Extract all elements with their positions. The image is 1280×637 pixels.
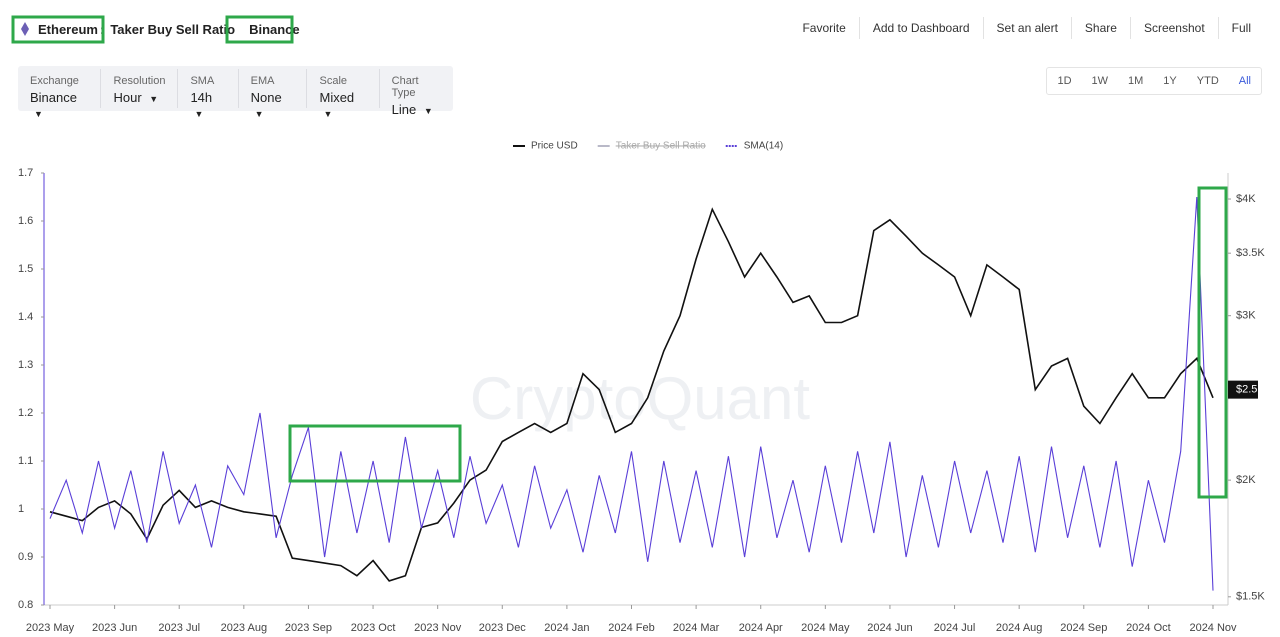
legend-label: SMA(14) (744, 141, 783, 152)
x-tick-label: 2023 Jul (158, 622, 200, 634)
filter[interactable]: Chart Type Line ▼ (380, 69, 453, 117)
action-button[interactable]: Screenshot (1129, 17, 1218, 39)
filter-label: EMA (250, 75, 275, 87)
y-tick-label: 1.4 (18, 311, 33, 323)
filter-label: Resolution (113, 75, 166, 87)
y2-tick-label: $2K (1236, 474, 1256, 486)
filter-label: Chart Type (391, 75, 419, 99)
watermark: CryptoQuant (470, 365, 810, 432)
coin[interactable]: Ethereum (38, 21, 98, 37)
y-tick-label: 1.1 (18, 455, 33, 467)
x-tick-label: 2023 Sep (285, 622, 332, 634)
x-tick-label: 2024 Jan (544, 622, 589, 634)
action-button[interactable]: Full (1217, 17, 1264, 39)
x-tick-label: 2023 Jun (92, 622, 137, 634)
filter-value: Mixed (319, 90, 355, 105)
y-tick-label: 1 (18, 503, 24, 515)
caret: ▼ (423, 106, 433, 116)
range-button[interactable]: 1W (1091, 75, 1109, 87)
y-tick-label: 1.5 (18, 263, 33, 275)
caret: ▼ (323, 109, 333, 119)
caret: ▼ (34, 109, 43, 119)
x-tick-label: 2024 Jul (934, 622, 976, 634)
y2-tick-label: $4K (1236, 193, 1256, 205)
y-tick-label: 1.2 (18, 407, 33, 419)
filter[interactable]: EMA None ▼ (239, 69, 308, 119)
x-tick-label: 2024 Jun (867, 622, 912, 634)
filter-value: Hour (113, 90, 142, 105)
filter[interactable]: Resolution Hour ▼ (101, 69, 179, 108)
x-tick-label: 2023 Nov (414, 622, 462, 634)
y2-tick-label: $3.5K (1236, 247, 1265, 259)
filter-value: 14h (190, 90, 213, 105)
x-tick-label: 2023 May (26, 622, 75, 634)
filter[interactable]: SMA 14h ▼ (178, 69, 239, 119)
y2-tick-label: $2.5K (1236, 384, 1265, 396)
y-tick-label: 0.8 (18, 599, 33, 611)
filter-value: Binance (30, 90, 77, 105)
y-tick-label: 1.6 (18, 215, 33, 227)
metric-title: Taker Buy Sell Ratio (110, 21, 236, 37)
x-tick-label: 2024 Aug (996, 622, 1043, 634)
filter-label: SMA (190, 75, 215, 87)
series-line (49, 207, 1214, 582)
filter[interactable]: Scale Mixed ▼ (307, 69, 380, 119)
legend-label: Price USD (531, 141, 578, 152)
x-tick-label: 2024 Apr (739, 622, 783, 634)
x-tick-label: 2024 Oct (1126, 622, 1171, 634)
filter-label: Scale (319, 75, 348, 87)
action-button[interactable]: Set an alert (982, 17, 1071, 39)
x-tick-label: 2024 May (801, 622, 850, 634)
filter-value: Line (391, 102, 417, 117)
caret: ▼ (194, 109, 204, 119)
exchange[interactable]: Binance (249, 21, 300, 37)
eth-icon (21, 22, 29, 36)
caret: ▼ (149, 94, 159, 104)
x-tick-label: 2024 Nov (1189, 622, 1237, 634)
header: Ethereum: Taker Buy Sell Ratio Binance (14, 18, 300, 40)
action-button[interactable]: Add to Dashboard (858, 17, 983, 39)
action-button[interactable]: Share (1070, 17, 1130, 39)
filters: Exchange Binance ▼ Resolution Hour ▼ SMA 14h … (18, 66, 453, 119)
series-line (49, 196, 1214, 591)
filter-value: None (250, 90, 282, 105)
y2-tick-label: $3K (1236, 310, 1256, 322)
y-tick-label: 1.7 (18, 167, 33, 179)
range-button[interactable]: YTD (1196, 75, 1219, 87)
y-tick-label: 0.9 (18, 551, 33, 563)
separator: : (99, 21, 105, 37)
caret: ▼ (254, 109, 264, 119)
legend-label: Taker Buy Sell Ratio (616, 141, 706, 152)
filter[interactable]: Exchange Binance ▼ (18, 69, 102, 119)
x-tick-label: 2024 Mar (673, 622, 720, 634)
actions: Favorite Add to Dashboard Set an alert Shar… (789, 17, 1264, 39)
y2-tick-label: $1.5K (1236, 591, 1265, 603)
x-tick-label: 2024 Feb (608, 622, 654, 634)
x-tick-label: 2024 Sep (1060, 622, 1107, 634)
range-button[interactable]: All (1238, 75, 1251, 87)
range-button[interactable]: 1M (1128, 75, 1144, 87)
x-tick-label: 2023 Aug (221, 622, 268, 634)
ranges: 1D 1W 1M 1Y YTD All (1046, 67, 1262, 95)
y-tick-label: 1.3 (18, 359, 33, 371)
range-button[interactable]: 1Y (1163, 75, 1177, 87)
x-tick-label: 2023 Oct (351, 622, 396, 634)
filter-label: Exchange (30, 75, 79, 87)
action-button[interactable]: Favorite (802, 21, 846, 35)
x-tick-label: 2023 Dec (479, 622, 527, 634)
current-price-badge (1228, 380, 1258, 399)
range-button[interactable]: 1D (1057, 75, 1072, 87)
